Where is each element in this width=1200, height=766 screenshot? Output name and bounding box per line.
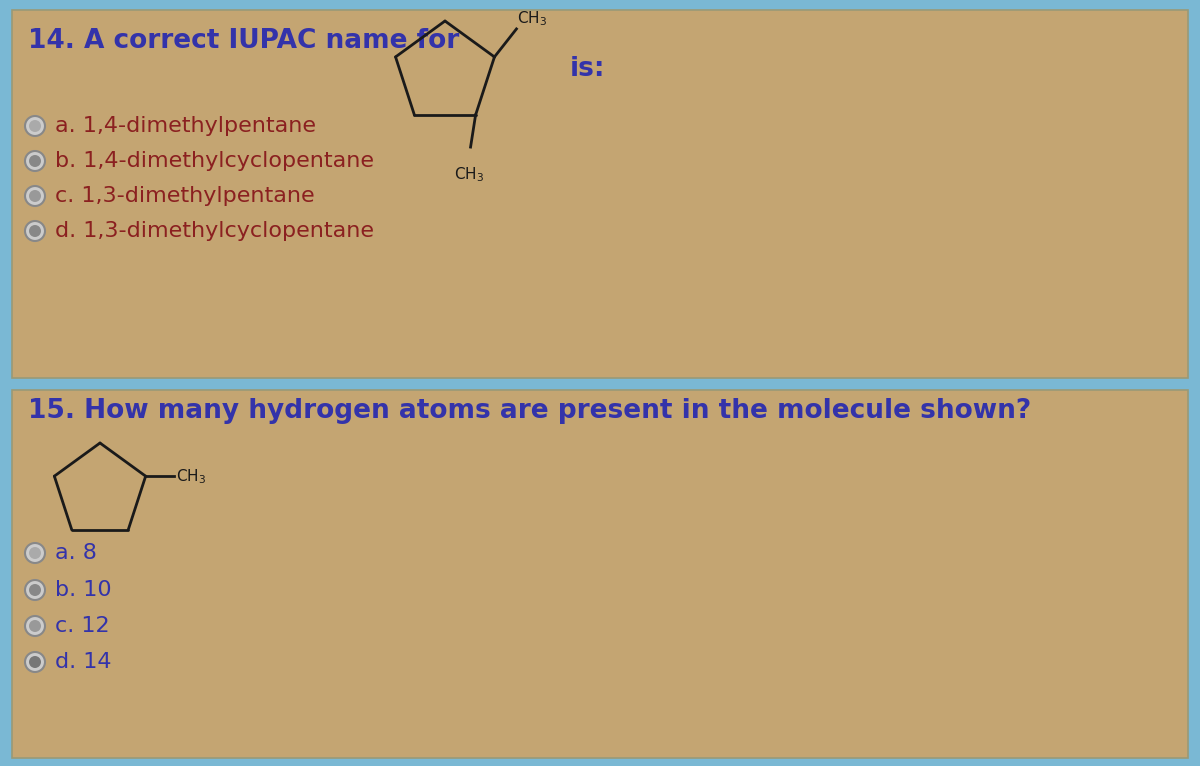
Text: a. 8: a. 8 (55, 543, 97, 563)
Circle shape (25, 580, 46, 600)
FancyBboxPatch shape (12, 390, 1188, 758)
Circle shape (25, 186, 46, 206)
Text: b. 1,4-dimethylcyclopentane: b. 1,4-dimethylcyclopentane (55, 151, 374, 171)
Circle shape (29, 190, 41, 202)
Text: 15. How many hydrogen atoms are present in the molecule shown?: 15. How many hydrogen atoms are present … (28, 398, 1031, 424)
Circle shape (29, 656, 41, 668)
Circle shape (25, 616, 46, 636)
Circle shape (29, 547, 41, 559)
Circle shape (29, 155, 41, 167)
Circle shape (25, 116, 46, 136)
Circle shape (29, 584, 41, 596)
Circle shape (25, 543, 46, 563)
Text: c. 12: c. 12 (55, 616, 109, 636)
Text: CH$_3$: CH$_3$ (454, 165, 484, 184)
Circle shape (29, 120, 41, 132)
Text: a. 1,4-dimethylpentane: a. 1,4-dimethylpentane (55, 116, 316, 136)
Circle shape (25, 652, 46, 672)
Circle shape (29, 620, 41, 632)
Text: is:: is: (570, 56, 606, 82)
Text: b. 10: b. 10 (55, 580, 112, 600)
Text: c. 1,3-dimethylpentane: c. 1,3-dimethylpentane (55, 186, 314, 206)
Text: CH$_3$: CH$_3$ (175, 466, 205, 486)
FancyBboxPatch shape (12, 10, 1188, 378)
Text: CH$_3$: CH$_3$ (517, 9, 547, 28)
Text: d. 14: d. 14 (55, 652, 112, 672)
Circle shape (29, 225, 41, 237)
Text: 14. A correct IUPAC name for: 14. A correct IUPAC name for (28, 28, 460, 54)
Circle shape (25, 151, 46, 171)
Text: d. 1,3-dimethylcyclopentane: d. 1,3-dimethylcyclopentane (55, 221, 374, 241)
Circle shape (25, 221, 46, 241)
